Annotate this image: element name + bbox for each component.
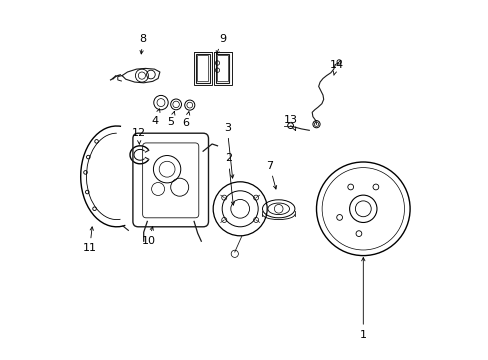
- Text: 2: 2: [224, 153, 234, 205]
- Text: 4: 4: [151, 109, 160, 126]
- Text: 8: 8: [139, 34, 146, 54]
- Text: 11: 11: [82, 227, 97, 253]
- Text: 13: 13: [283, 114, 297, 131]
- Text: 9: 9: [216, 34, 226, 54]
- Text: 12: 12: [132, 128, 146, 144]
- Text: 14: 14: [329, 60, 343, 75]
- Text: 6: 6: [183, 112, 189, 128]
- Text: 3: 3: [224, 123, 233, 178]
- Text: 7: 7: [265, 161, 276, 189]
- Text: 1: 1: [359, 257, 366, 340]
- Text: 5: 5: [167, 112, 175, 127]
- Text: 10: 10: [141, 227, 155, 246]
